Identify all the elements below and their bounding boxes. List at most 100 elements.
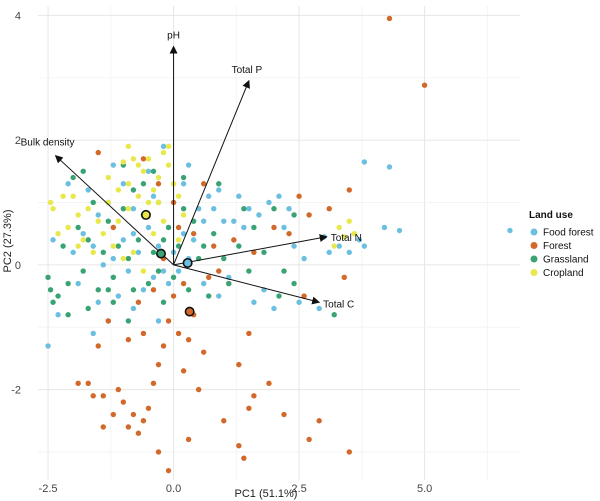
grassland-point (70, 174, 76, 181)
forest-point (140, 156, 147, 162)
y-tick-label: -2 (11, 385, 21, 397)
forest-centroid (184, 306, 195, 317)
forest-point (165, 467, 172, 474)
grassland-centroid (156, 248, 167, 259)
y-axis-title: PC2 (27.3%) (2, 210, 14, 273)
food-forest-point (251, 299, 257, 305)
forest-point (105, 318, 111, 324)
grassland-point (115, 243, 122, 249)
grassland-point (85, 305, 91, 312)
food-forest-point (120, 237, 127, 243)
cropland-point (125, 181, 132, 187)
food-forest-point (90, 243, 96, 249)
grassland-point (47, 287, 54, 293)
food-forest-point (55, 312, 61, 318)
forest-point (95, 149, 101, 156)
forest-point (155, 449, 162, 455)
forest-point (190, 230, 197, 237)
food-forest-point (241, 224, 247, 231)
food-forest-point (301, 255, 307, 262)
x-tick-label: 2.5 (291, 483, 306, 495)
grassland-point (120, 205, 127, 212)
y-tick-label: 0 (15, 260, 21, 272)
food-forest-point (45, 343, 51, 349)
forest-point (200, 181, 207, 187)
cropland-point (120, 255, 127, 262)
forest-point (211, 243, 217, 249)
food-forest-point (180, 230, 187, 237)
food-forest-point (135, 249, 142, 256)
grassland-point (55, 293, 61, 299)
food-forest-point (281, 224, 287, 231)
forest-point (281, 411, 287, 418)
grassland-point (291, 280, 297, 287)
grassland-point (271, 205, 277, 212)
cropland-centroid (140, 209, 151, 220)
grassland-point (145, 280, 152, 287)
food-forest-point (386, 164, 393, 170)
food-forest-point (316, 305, 322, 312)
forest-point (246, 405, 252, 411)
grassland-point (110, 299, 117, 305)
cropland-point (135, 193, 142, 199)
grassland-point (140, 181, 147, 187)
cropland-point (160, 218, 167, 224)
grassland-point (150, 168, 157, 174)
forest-point (286, 230, 292, 237)
food-forest-point (216, 293, 222, 299)
cropland-point (75, 243, 81, 249)
forest-point (75, 380, 81, 387)
total-c-loading-arrow (173, 264, 321, 305)
forest-point (135, 299, 142, 305)
food-forest-point (266, 199, 272, 206)
total-n-loading-arrow (173, 234, 328, 266)
cropland-point (165, 162, 172, 168)
x-axis-title: PC1 (51.1%) (235, 488, 298, 500)
forest-point (301, 293, 307, 299)
x-tick-label: -2.5 (39, 483, 58, 495)
food-forest-point (221, 218, 227, 224)
food-forest-point (100, 262, 106, 268)
grassland-point (65, 280, 71, 287)
forest-point (341, 274, 347, 281)
forest-point (346, 187, 352, 193)
food-forest-point (50, 237, 56, 243)
cropland-point (336, 224, 342, 231)
food-forest-point (120, 181, 127, 187)
forest-point (100, 424, 106, 430)
food-forest-point (381, 224, 388, 231)
grassland-point (175, 243, 182, 249)
forest-point (180, 368, 187, 374)
scatter-points (45, 15, 513, 474)
forest-point (115, 386, 122, 393)
forest-point (95, 343, 101, 349)
grassland-point (50, 299, 56, 305)
total-c-loading-label: Total C (323, 299, 354, 310)
food-forest-point (296, 299, 302, 305)
cropland-point (145, 199, 152, 206)
cropland-point (130, 249, 137, 256)
grassland-point (95, 287, 101, 293)
y-tick-labels: -2 0 2 4 (11, 10, 21, 396)
grassland-point (180, 205, 187, 212)
forest-point (185, 436, 192, 443)
food-forest-point (110, 255, 117, 262)
ph-loading-label: pH (167, 31, 180, 42)
forest-legend-label: Forest (543, 241, 572, 252)
food-forest-point (175, 268, 182, 274)
food-forest-point (70, 249, 76, 256)
cropland-point (47, 199, 54, 206)
food-forest-point (160, 143, 167, 150)
food-forest-point (145, 168, 152, 174)
grassland-point (135, 237, 142, 243)
cropland-point (140, 268, 147, 274)
grassland-point (130, 187, 137, 193)
food-forest-point (396, 227, 403, 234)
cropland-point (50, 205, 56, 212)
food-forest-point (276, 193, 282, 199)
grassland-legend-marker (530, 255, 538, 263)
forest-point (251, 393, 257, 399)
food-forest-point (155, 318, 162, 324)
forest-point (175, 330, 182, 337)
